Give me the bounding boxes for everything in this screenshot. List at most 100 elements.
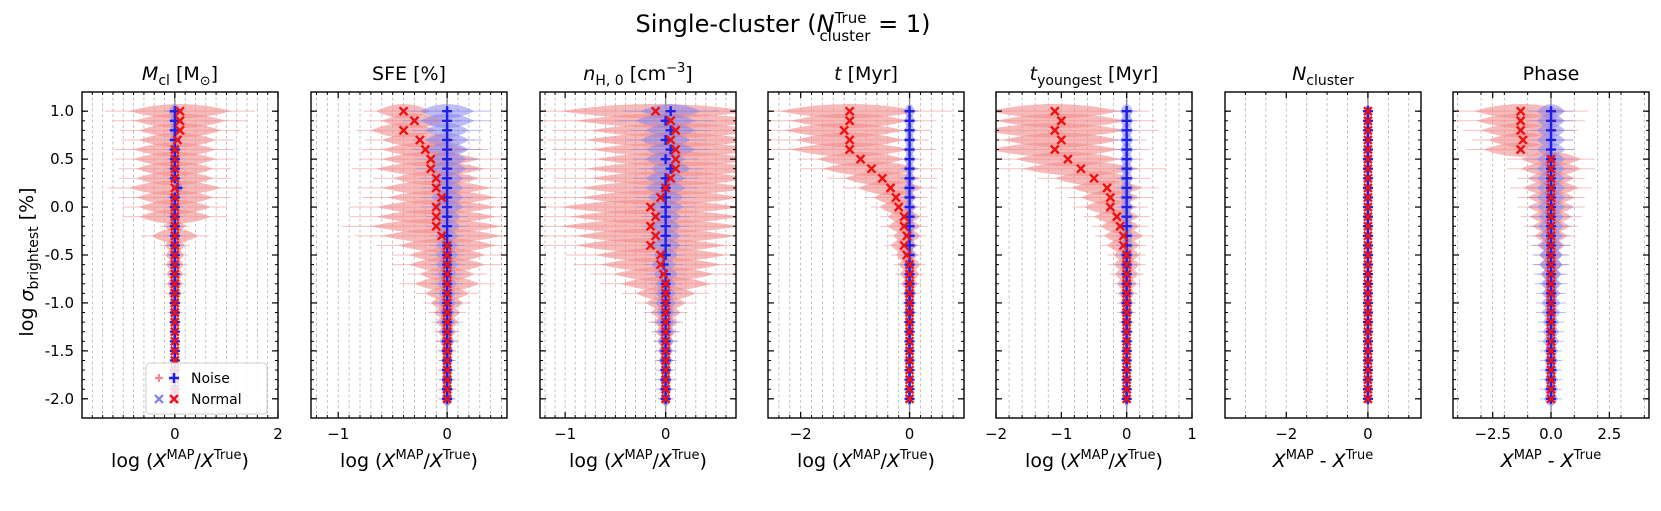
marker-normal — [660, 346, 671, 356]
marker-noise — [1121, 192, 1132, 203]
marker-normal — [1363, 278, 1373, 289]
marker-normal — [1363, 317, 1373, 327]
panel-title: Mcl [M⊙] — [142, 63, 218, 89]
marker-noise — [442, 144, 453, 155]
marker-normal — [1363, 125, 1373, 136]
x-tick-label: −2.5 — [1474, 425, 1510, 443]
marker-normal — [1121, 384, 1132, 395]
marker-normal — [904, 288, 915, 299]
marker-normal — [1546, 173, 1556, 184]
marker-noise — [169, 106, 180, 117]
marker-normal — [409, 115, 420, 126]
marker-noise — [660, 202, 671, 213]
marker-noise — [904, 240, 915, 251]
marker-normal — [901, 250, 912, 260]
marker-normal — [1121, 365, 1132, 375]
marker-normal — [431, 202, 442, 212]
marker-normal — [893, 202, 904, 212]
marker-normal — [645, 202, 656, 212]
marker-normal — [1546, 365, 1556, 375]
x-axis-label: log (XMAP/XTrue) — [111, 448, 249, 472]
marker-normal — [885, 183, 896, 193]
marker-normal — [1363, 384, 1373, 395]
marker-normal — [1363, 374, 1373, 385]
marker-normal — [1363, 202, 1373, 212]
marker-normal — [169, 336, 180, 347]
x-axis-label: log (XMAP/XTrue) — [569, 448, 707, 472]
marker-normal — [904, 336, 915, 347]
marker-normal — [660, 336, 671, 347]
marker-noise — [904, 115, 915, 126]
marker-normal — [844, 115, 855, 126]
marker-normal — [1363, 183, 1373, 193]
marker-normal — [1363, 336, 1373, 347]
marker-normal — [877, 173, 888, 184]
marker-noise — [904, 221, 915, 232]
marker-normal — [899, 240, 909, 251]
marker-normal — [398, 106, 409, 117]
marker-normal — [169, 250, 180, 260]
panel-title: t [Myr] — [834, 63, 898, 85]
marker-normal — [660, 365, 671, 375]
marker-normal — [1546, 192, 1556, 203]
x-axis-label: log (XMAP/XTrue) — [797, 448, 935, 472]
marker-noise — [904, 106, 915, 117]
marker-normal — [425, 154, 436, 164]
marker-normal — [1363, 393, 1373, 404]
marker-normal — [1076, 163, 1086, 174]
marker-normal — [431, 183, 442, 193]
marker-normal — [1515, 115, 1526, 126]
marker-normal — [1049, 144, 1060, 155]
marker-normal — [1121, 355, 1132, 366]
marker-normal — [1546, 346, 1556, 356]
marker-normal — [660, 384, 671, 395]
marker-noise — [660, 240, 671, 251]
marker-normal — [169, 211, 180, 222]
marker-normal — [1546, 183, 1556, 193]
marker-noise — [904, 125, 915, 136]
marker-normal — [1121, 278, 1132, 289]
marker-normal — [172, 135, 183, 145]
marker-noise — [442, 134, 453, 145]
marker-normal — [665, 173, 676, 184]
y-axis-label-layer: log σbrightest [%] — [16, 187, 42, 336]
marker-normal — [169, 221, 180, 232]
panel-t: −2 0 t [Myr] log (XMAP/XTrue) — [767, 63, 965, 472]
marker-noise — [904, 192, 915, 203]
marker-normal — [1363, 307, 1373, 318]
marker-noise — [1546, 125, 1556, 136]
violin-layer — [105, 103, 255, 407]
panel-n_H0: −1 0 nH, 0 [cm−3] log (XMAP/XTrue) — [539, 61, 737, 472]
marker-normal — [904, 374, 915, 385]
marker-normal — [1363, 298, 1373, 308]
figure-title: Single-cluster (NTrue cluster = 1) — [636, 9, 931, 45]
marker-normal — [169, 230, 180, 241]
marker-noise — [1121, 115, 1132, 126]
marker-normal — [1363, 115, 1373, 126]
marker-normal — [1118, 230, 1129, 241]
x-tick-label: −2 — [985, 425, 1007, 443]
marker-normal — [442, 365, 452, 375]
marker-noise — [1121, 106, 1132, 117]
marker-normal — [1363, 144, 1373, 155]
marker-normal — [436, 192, 447, 203]
marker-normal — [169, 202, 180, 212]
marker-normal — [169, 240, 180, 251]
marker-normal — [1118, 240, 1129, 251]
marker-noise — [442, 173, 453, 184]
marker-normal — [1105, 192, 1116, 203]
marker-normal — [855, 154, 866, 164]
marker-normal — [442, 393, 452, 404]
x-tick-label: 2 — [273, 425, 283, 443]
marker-normal — [442, 384, 452, 395]
x-tick-label: 0 — [1122, 425, 1132, 443]
marker-normal — [1546, 202, 1556, 212]
marker-normal — [1546, 154, 1556, 164]
marker-noise — [442, 115, 453, 126]
marker-normal — [1546, 269, 1556, 280]
panel-title: tyoungest [Myr] — [1030, 63, 1159, 89]
marker-normal — [844, 135, 855, 145]
marker-normal — [442, 355, 452, 366]
marker-normal — [175, 115, 185, 126]
panel-Phase: −2.5 0.0 2.5 Phase XMAP - XTrue — [1452, 63, 1650, 472]
